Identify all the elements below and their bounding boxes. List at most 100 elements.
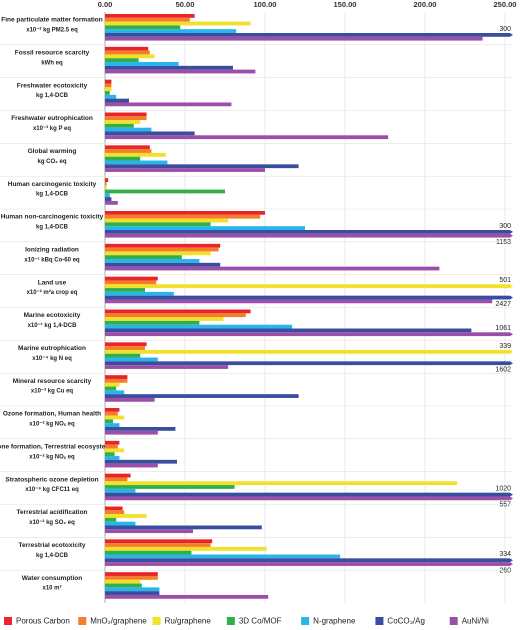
x-tick-label: 250.00: [494, 0, 517, 9]
bar: [105, 46, 149, 51]
category-unit: x10 m³: [42, 585, 61, 592]
bar: [105, 200, 118, 205]
bar: [105, 218, 229, 223]
category-unit: x10⁻² kg SO₂ eq: [29, 519, 75, 526]
legend-label: N-graphene: [313, 617, 356, 626]
bar: [105, 116, 147, 121]
bar: [105, 102, 232, 107]
category-label: Freshwater eutrophication: [11, 115, 93, 122]
bar: [105, 14, 195, 18]
value-label: 334: [499, 551, 511, 558]
bar: [105, 411, 118, 416]
category-unit: x10⁻³ kg Cu eq: [31, 388, 74, 395]
bar: [105, 313, 246, 318]
bar: [105, 394, 299, 398]
value-label: 300: [499, 223, 511, 230]
overflow-arrow: [510, 295, 513, 300]
bar: [105, 332, 510, 337]
bar: [105, 594, 269, 599]
bar: [105, 243, 221, 248]
bar: [105, 463, 158, 468]
bar: [105, 276, 158, 281]
bar: [105, 54, 155, 59]
category-unit: x10⁻³ kg P eq: [33, 125, 71, 132]
bar: [105, 230, 510, 234]
bar: [105, 211, 265, 215]
category-unit: kg 1,4-DCB: [36, 192, 69, 198]
bar: [105, 375, 128, 379]
legend-swatch: [301, 617, 310, 625]
bar: [105, 17, 190, 22]
bar: [105, 98, 129, 103]
bar: [105, 291, 174, 296]
legend-label: Ru/graphene: [165, 617, 212, 626]
x-tick-label: 200.00: [414, 0, 437, 9]
bar: [105, 189, 225, 194]
bar: [105, 452, 115, 457]
legend-swatch: [449, 617, 458, 625]
overflow-arrow: [510, 496, 513, 501]
bar: [105, 579, 141, 584]
bar: [105, 440, 120, 445]
bar: [105, 164, 299, 169]
bar: [105, 415, 125, 420]
bar: [105, 361, 510, 366]
bar: [105, 127, 152, 132]
x-tick-label: 0.00: [98, 0, 113, 9]
legend-swatch: [226, 617, 235, 625]
bar: [105, 378, 128, 383]
bar: [105, 288, 145, 292]
value-label: 557: [499, 502, 511, 509]
bar: [105, 485, 235, 489]
legend-swatch: [152, 617, 161, 625]
bar: [105, 178, 109, 182]
value-label: 501: [499, 277, 511, 284]
category-unit: kg 1,4-DCB: [36, 93, 69, 99]
bar: [105, 50, 150, 55]
bar: [105, 226, 305, 230]
category-unit: x10⁻² kg NOₓ eq: [29, 421, 75, 428]
bar: [105, 120, 141, 124]
bar: [105, 342, 147, 347]
bar: [105, 94, 117, 99]
overflow-arrow: [510, 562, 513, 566]
category-label: Stratospheric ozone depletion: [5, 476, 98, 483]
bar: [105, 444, 118, 449]
bar: [105, 328, 472, 333]
bar: [105, 65, 233, 70]
bar: [105, 87, 112, 92]
bar: [105, 550, 192, 555]
category-label: Ionizing radiation: [25, 247, 79, 254]
category-label: Global warming: [28, 148, 77, 155]
bar: [105, 510, 125, 515]
value-label: 300: [499, 26, 511, 33]
bar: [105, 572, 158, 576]
value-label: 1602: [495, 366, 511, 373]
category-unit: x10⁻¹ kg 1,4-DCB: [28, 322, 78, 329]
legend-label: 3D Co/MOF: [239, 617, 282, 626]
bar: [105, 324, 293, 329]
bar: [105, 397, 155, 402]
bar: [105, 514, 147, 518]
bar: [105, 36, 483, 41]
bar: [105, 562, 510, 566]
bar: [105, 33, 510, 37]
bar: [105, 386, 117, 391]
overflow-arrow: [510, 361, 513, 366]
bar: [105, 160, 168, 165]
value-label: 1061: [495, 325, 511, 332]
bar: [105, 83, 112, 88]
bar: [105, 197, 112, 201]
overflow-arrow: [510, 33, 513, 37]
overflow-arrow: [510, 349, 513, 354]
bar: [105, 79, 112, 84]
category-label: Water consumption: [22, 575, 82, 582]
bar: [105, 346, 145, 350]
category-unit: kg 1,4-DCB: [36, 225, 69, 231]
bar: [105, 554, 341, 559]
bar: [105, 583, 142, 588]
bar: [105, 58, 139, 63]
bar: [105, 349, 510, 354]
category-unit: x10⁻⁴ kg N eq: [32, 356, 72, 362]
bar: [105, 575, 158, 580]
